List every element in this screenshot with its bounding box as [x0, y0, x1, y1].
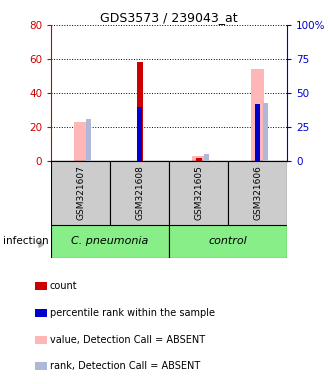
Text: infection: infection: [3, 236, 49, 246]
Bar: [74, 122, 87, 161]
Text: GSM321608: GSM321608: [135, 166, 144, 220]
Bar: [263, 103, 268, 161]
Text: count: count: [50, 281, 77, 291]
Bar: [204, 154, 209, 161]
Bar: [251, 69, 264, 161]
Text: percentile rank within the sample: percentile rank within the sample: [50, 308, 214, 318]
Bar: [137, 63, 143, 161]
Polygon shape: [39, 241, 44, 247]
Text: control: control: [209, 236, 248, 247]
Text: GSM321607: GSM321607: [76, 166, 85, 220]
Bar: [110, 161, 169, 225]
Text: rank, Detection Call = ABSENT: rank, Detection Call = ABSENT: [50, 361, 200, 371]
Bar: [255, 104, 260, 161]
Bar: [35, 336, 48, 344]
Text: GSM321606: GSM321606: [253, 166, 262, 220]
Title: GDS3573 / 239043_at: GDS3573 / 239043_at: [100, 11, 238, 24]
Bar: [196, 158, 202, 161]
Bar: [192, 156, 205, 161]
Bar: [169, 161, 228, 225]
Bar: [86, 119, 91, 161]
Bar: [51, 161, 110, 225]
Bar: [35, 310, 48, 317]
Text: C. pneumonia: C. pneumonia: [72, 236, 149, 247]
Bar: [137, 107, 142, 161]
Text: value, Detection Call = ABSENT: value, Detection Call = ABSENT: [50, 335, 205, 345]
Bar: [228, 161, 287, 225]
Bar: [35, 282, 48, 290]
Bar: [169, 225, 287, 258]
Bar: [35, 362, 48, 370]
Text: GSM321605: GSM321605: [194, 166, 203, 220]
Bar: [51, 225, 169, 258]
